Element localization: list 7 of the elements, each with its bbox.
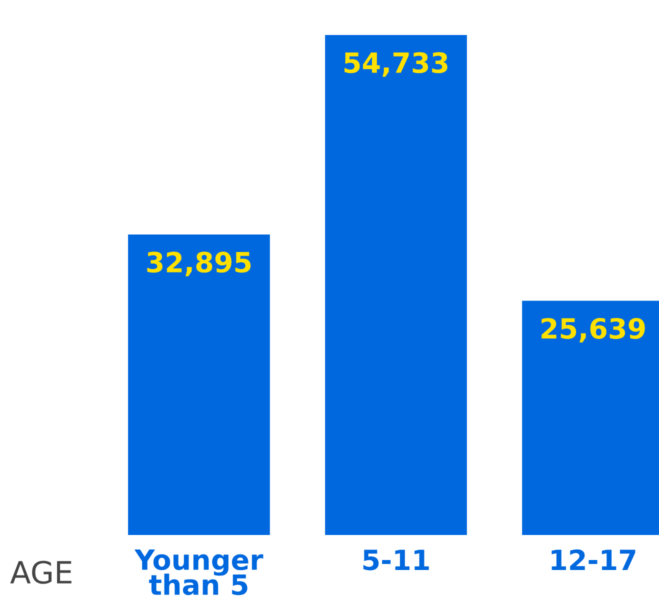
x-axis-title: AGE: [10, 560, 72, 584]
data-label: 54,733: [344, 52, 448, 77]
data-label: 25,639: [542, 318, 645, 342]
x-tick-label: Younger than 5: [134, 550, 264, 596]
data-label: 32,895: [147, 252, 251, 276]
x-tick-label: 12-17: [552, 549, 636, 570]
x-tick-label: 5-11: [363, 550, 429, 570]
